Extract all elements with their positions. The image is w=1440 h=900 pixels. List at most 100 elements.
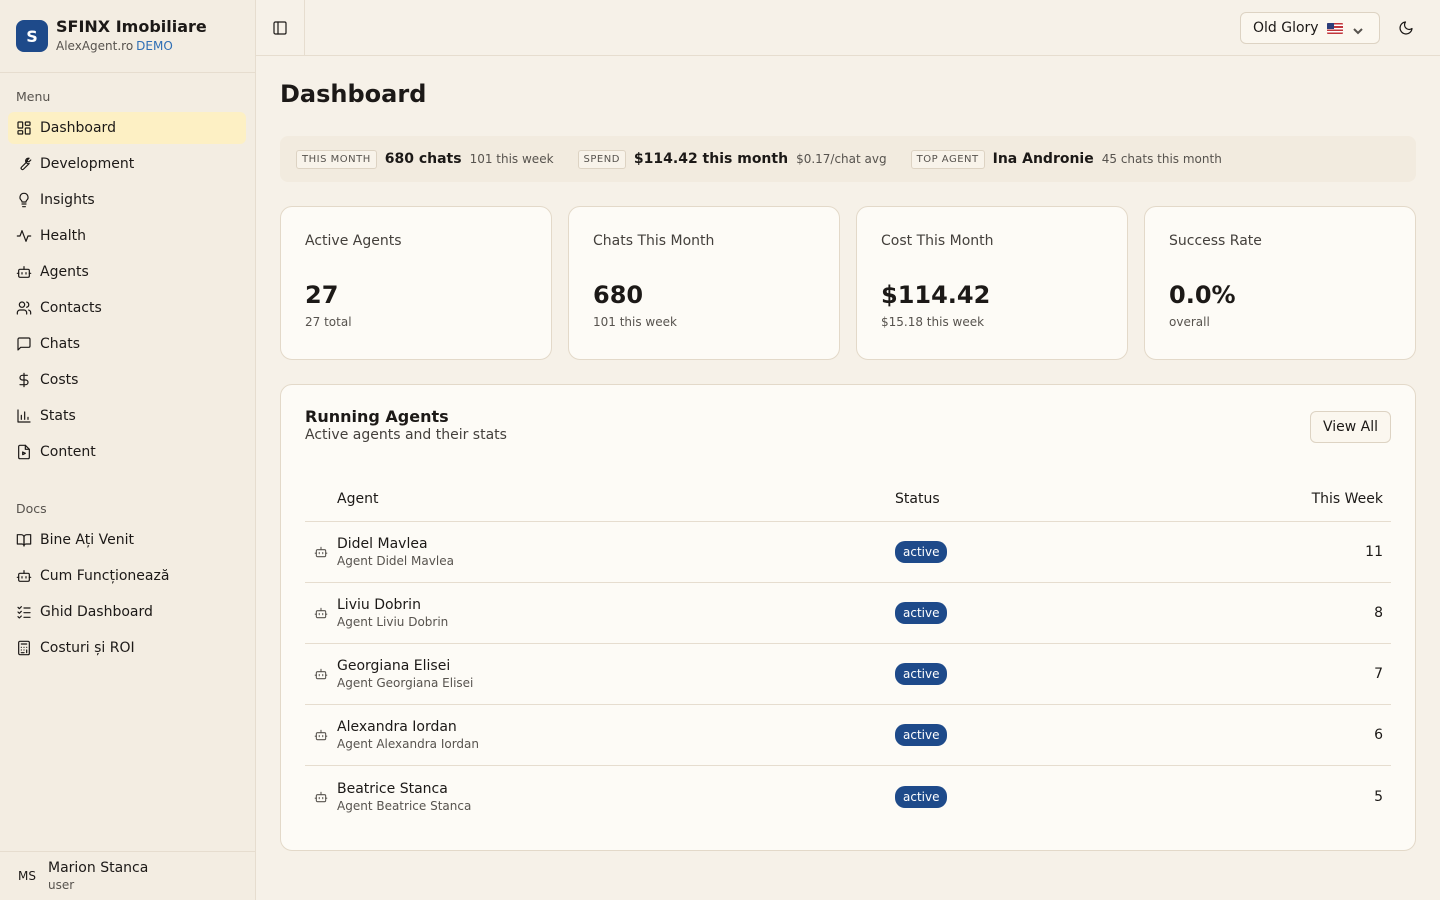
summary-spend: SPEND $114.42 this month $0.17/chat avg [577, 149, 887, 169]
this-week-count: 5 [1374, 788, 1383, 805]
sidebar-item-costuri-si-roi[interactable]: Costuri și ROI [8, 632, 246, 664]
sidebar-item-label: Ghid Dashboard [40, 604, 153, 620]
summary-tag: THIS MONTH [296, 149, 377, 169]
brand-header[interactable]: S SFINX Imobiliare AlexAgent.ro DEMO [0, 0, 255, 73]
sidebar-item-label: Stats [40, 408, 76, 424]
table-row[interactable]: Alexandra Iordan Agent Alexandra Iordan … [305, 705, 1391, 766]
stat-label: Success Rate [1169, 233, 1262, 249]
table-row[interactable]: Didel Mavlea Agent Didel Mavlea active 1… [305, 522, 1391, 583]
theme-select-value: Old Glory [1253, 20, 1319, 36]
sidebar-item-bine-ati-venit[interactable]: Bine Ați Venit [8, 524, 246, 556]
demo-badge: DEMO [136, 39, 173, 53]
sidebar: S SFINX Imobiliare AlexAgent.ro DEMO Menu… [0, 0, 256, 900]
table-row[interactable]: Liviu Dobrin Agent Liviu Dobrin active 8 [305, 583, 1391, 644]
this-week-count: 11 [1365, 544, 1383, 560]
menu-section-title: Menu [16, 89, 51, 104]
bot-icon [16, 568, 32, 584]
docs-section-title: Docs [16, 501, 47, 516]
sidebar-item-agents[interactable]: Agents [8, 256, 246, 288]
stat-value: 27 [305, 281, 339, 309]
users-icon [16, 300, 32, 316]
stat-label: Chats This Month [593, 233, 715, 249]
user-profile[interactable]: MS Marion Stanca user [0, 851, 255, 900]
sidebar-item-cum-functioneaza[interactable]: Cum Funcționează [8, 560, 246, 592]
sidebar-item-label: Chats [40, 336, 81, 352]
agent-description: Agent Georgiana Elisei [337, 676, 474, 690]
moon-icon [1399, 21, 1413, 35]
sidebar-item-ghid-dashboard[interactable]: Ghid Dashboard [8, 596, 246, 628]
topbar: Old Glory [256, 0, 1440, 56]
bot-icon [16, 264, 32, 280]
status-badge: active [895, 663, 948, 685]
sidebar-item-health[interactable]: Health [8, 220, 246, 252]
file-icon [16, 444, 32, 460]
sidebar-item-label: Health [40, 228, 86, 244]
stat-sub: overall [1169, 315, 1210, 329]
summary-sub: 101 this week [469, 152, 554, 166]
stat-label: Active Agents [305, 233, 402, 249]
bot-icon [305, 606, 337, 620]
chevron-down-icon [1352, 24, 1363, 35]
view-all-button[interactable]: View All [1309, 411, 1391, 443]
brand-site: AlexAgent.ro [56, 39, 134, 53]
list-checks-icon [16, 604, 32, 620]
stat-sub: 101 this week [593, 315, 677, 329]
sidebar-item-content[interactable]: Content [8, 436, 246, 468]
brand-logo: S [16, 20, 48, 52]
menu-nav: Dashboard Development Insights Health Ag… [8, 112, 246, 472]
summary-value: Ina Andronie [992, 151, 1094, 167]
table-row[interactable]: Georgiana Elisei Agent Georgiana Elisei … [305, 644, 1391, 705]
us-flag-icon [1326, 22, 1343, 34]
avatar: MS [18, 869, 36, 883]
column-header-status[interactable]: Status [895, 491, 940, 507]
summary-bar: THIS MONTH 680 chats 101 this week SPEND… [280, 136, 1416, 182]
this-week-count: 8 [1374, 605, 1383, 621]
this-week-count: 6 [1374, 727, 1383, 743]
sidebar-item-label: Dashboard [40, 120, 116, 136]
user-name: Marion Stanca [48, 860, 149, 876]
column-header-this-week[interactable]: This Week [1311, 491, 1383, 507]
sidebar-item-label: Agents [40, 264, 89, 280]
sidebar-item-development[interactable]: Development [8, 148, 246, 180]
stat-label: Cost This Month [881, 233, 994, 249]
bar-chart-icon [16, 408, 32, 424]
summary-value: $114.42 this month [633, 151, 789, 167]
stat-card-chats-month: Chats This Month 680 101 this week [568, 206, 840, 360]
agent-description: Agent Beatrice Stanca [337, 798, 472, 813]
panel-left-icon [273, 21, 287, 35]
sidebar-item-label: Development [40, 156, 135, 172]
message-icon [16, 336, 32, 352]
wrench-icon [16, 156, 32, 172]
agent-name: Beatrice Stanca [337, 780, 448, 797]
bot-icon [305, 667, 337, 681]
sidebar-item-label: Contacts [40, 300, 102, 316]
sidebar-item-stats[interactable]: Stats [8, 400, 246, 432]
sidebar-item-contacts[interactable]: Contacts [8, 292, 246, 324]
stat-sub: 27 total [305, 315, 352, 329]
book-icon [16, 532, 32, 548]
table-row[interactable]: Beatrice Stanca Agent Beatrice Stanca ac… [305, 766, 1391, 827]
agent-description: Agent Alexandra Iordan [337, 737, 480, 751]
sidebar-item-label: Cum Funcționează [40, 568, 170, 584]
sidebar-item-dashboard[interactable]: Dashboard [8, 112, 246, 144]
summary-tag: TOP AGENT [910, 149, 985, 169]
theme-select[interactable]: Old Glory [1240, 12, 1380, 44]
agent-name: Alexandra Iordan [337, 719, 457, 735]
status-badge: active [895, 541, 948, 563]
lightbulb-icon [16, 192, 32, 208]
docs-nav: Bine Ați Venit Cum Funcționează Ghid Das… [8, 524, 246, 668]
sidebar-item-insights[interactable]: Insights [8, 184, 246, 216]
section-title: Running Agents [305, 407, 449, 426]
agents-table: Agent Status This Week Didel Mavlea Agen… [305, 477, 1391, 827]
sidebar-item-costs[interactable]: Costs [8, 364, 246, 396]
sidebar-toggle-button[interactable] [256, 0, 305, 56]
column-header-agent[interactable]: Agent [337, 491, 379, 507]
stat-value: 0.0% [1169, 281, 1236, 309]
stat-card-cost-month: Cost This Month $114.42 $15.18 this week [856, 206, 1128, 360]
summary-month: THIS MONTH 680 chats 101 this week [296, 149, 554, 169]
running-agents-card: Running Agents Active agents and their s… [280, 384, 1416, 851]
bot-icon [305, 545, 337, 559]
sidebar-item-chats[interactable]: Chats [8, 328, 246, 360]
dark-mode-toggle[interactable] [1390, 12, 1422, 44]
bot-icon [305, 790, 337, 804]
